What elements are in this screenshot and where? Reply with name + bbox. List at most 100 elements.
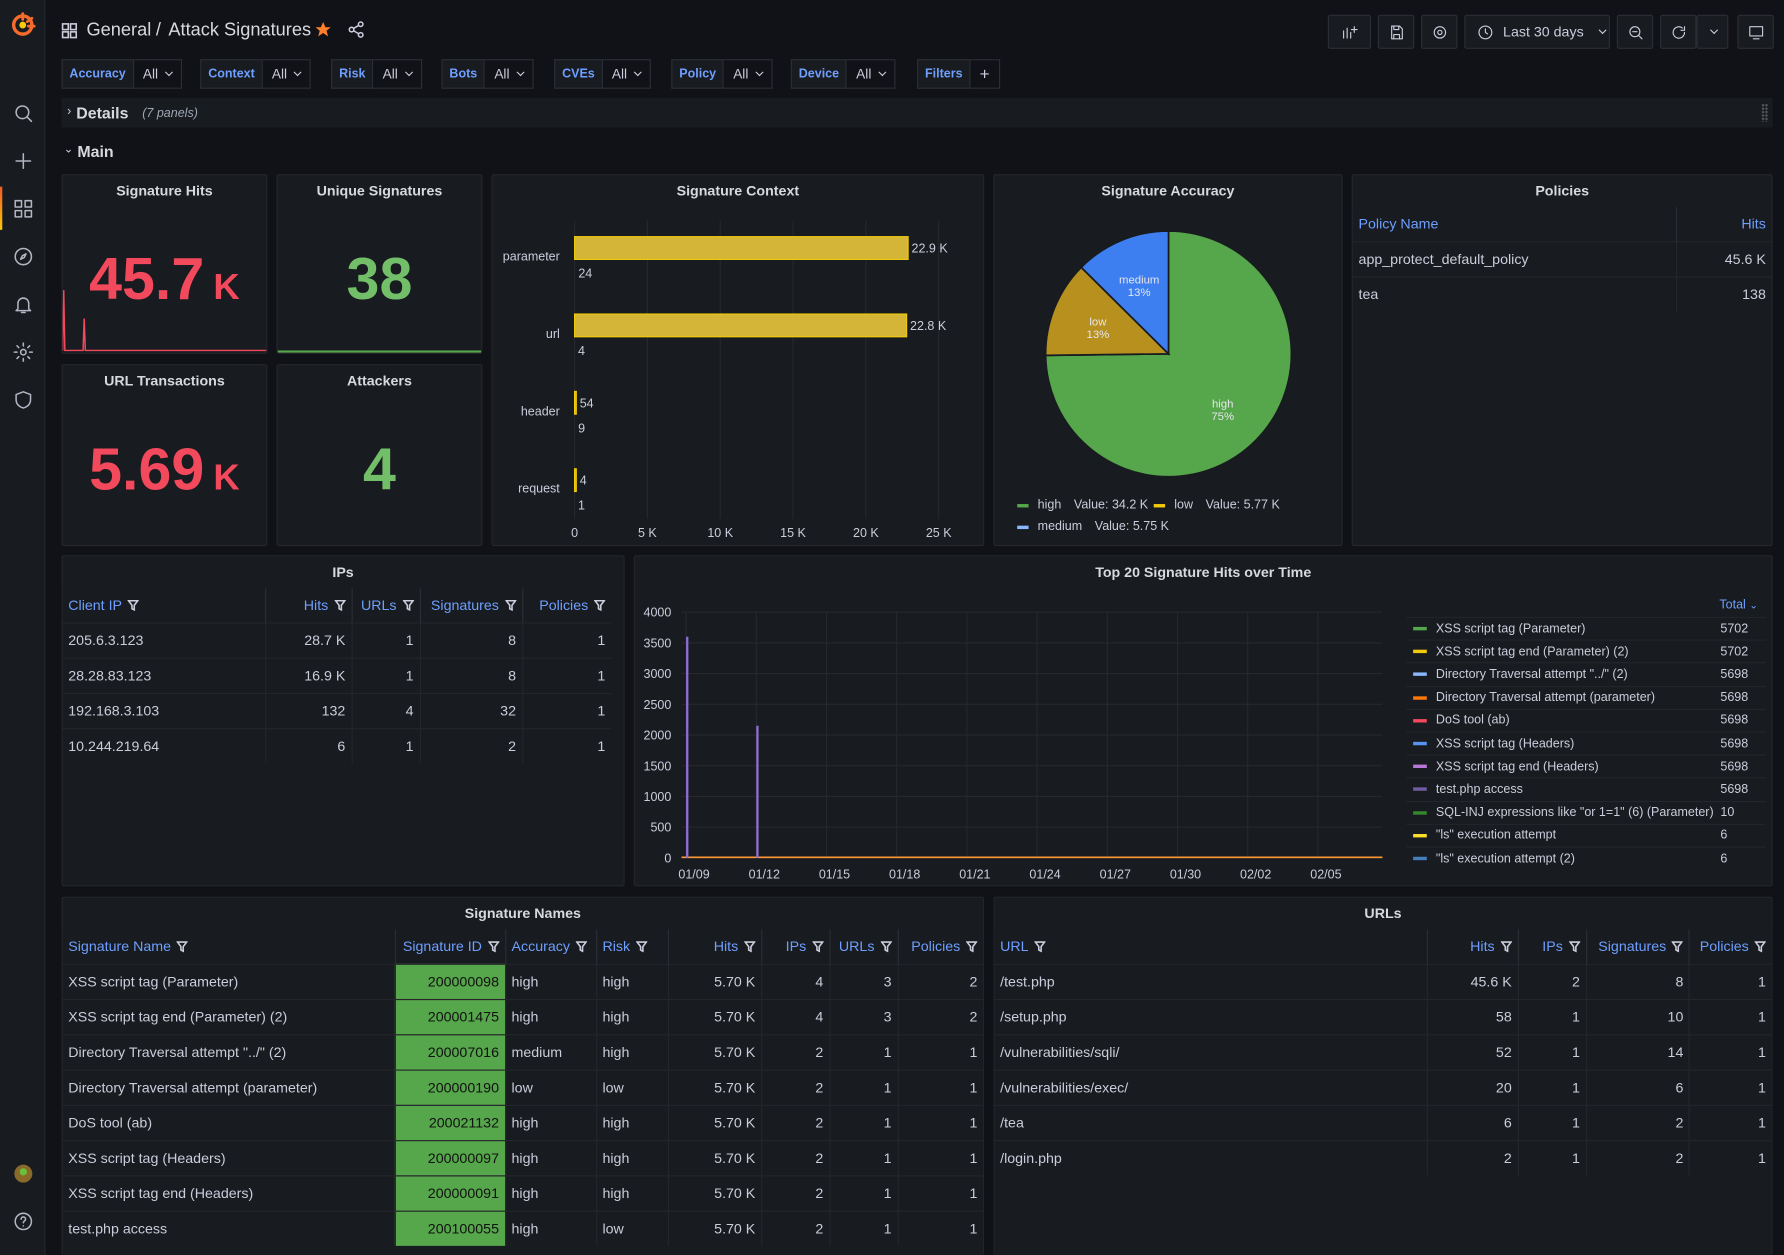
- filter-icon[interactable]: [743, 940, 756, 953]
- filter-icon[interactable]: [593, 598, 606, 611]
- table-row[interactable]: /vulnerabilities/sqli/52 1 14 1: [994, 1033, 1772, 1070]
- filter-icon[interactable]: [504, 598, 517, 611]
- save-icon[interactable]: [1377, 14, 1415, 49]
- panel-urls[interactable]: URLs URL Hits IPs Signatures Policies/test.p…: [993, 896, 1773, 1255]
- var-context[interactable]: Context All: [200, 59, 311, 89]
- add-filter-button[interactable]: +: [970, 59, 1000, 89]
- tv-mode-icon[interactable]: [1737, 14, 1774, 49]
- legend-item[interactable]: XSS script tag (Parameter) 5702: [1406, 616, 1766, 640]
- var-value[interactable]: All: [262, 59, 311, 89]
- legend-item-high[interactable]: high Value: 34.2 K: [1017, 498, 1148, 512]
- var-value[interactable]: All: [847, 59, 896, 89]
- legend-item[interactable]: XSS script tag end (Headers) 5698: [1406, 754, 1766, 778]
- var-value[interactable]: All: [724, 59, 773, 89]
- share-icon[interactable]: [347, 20, 365, 38]
- pie-slice-medium[interactable]: [1080, 230, 1170, 356]
- star-icon[interactable]: [314, 20, 332, 38]
- refresh-icon[interactable]: [1660, 14, 1697, 49]
- var-accuracy[interactable]: Accuracy All: [61, 59, 182, 89]
- filter-icon[interactable]: [1499, 940, 1513, 953]
- table-row[interactable]: Directory Traversal attempt "../" (2) 200…: [62, 1033, 984, 1070]
- table-row[interactable]: /vulnerabilities/exec/20 1 6 1: [994, 1068, 1772, 1105]
- panel-unique-signatures[interactable]: Unique Signatures 38: [276, 174, 483, 354]
- column-header-signatures[interactable]: Signatures: [419, 588, 523, 623]
- column-header-policy-name[interactable]: Policy Name: [1352, 207, 1678, 242]
- table-row[interactable]: /setup.php 58 1 10 1: [994, 998, 1772, 1035]
- filter-icon[interactable]: [879, 940, 892, 953]
- table-row[interactable]: /login.php 2 1 2 1: [994, 1139, 1772, 1176]
- var-value[interactable]: All: [133, 59, 182, 89]
- panel-ips[interactable]: IPs Client IP Hits URLs Signatures Policies 2…: [61, 555, 625, 887]
- column-header-urls[interactable]: URLs: [351, 588, 421, 623]
- plus-icon[interactable]: [8, 146, 38, 176]
- grafana-logo-icon[interactable]: [8, 10, 38, 40]
- table-row[interactable]: XSS script tag (Parameter) 200000098 high h…: [62, 963, 984, 999]
- column-header-signatures[interactable]: Signatures: [1586, 929, 1691, 964]
- filter-icon[interactable]: [635, 940, 648, 953]
- legend-item[interactable]: SQL-INJ expressions like "or 1=1" (6) (P…: [1406, 800, 1766, 824]
- panel-signature-accuracy[interactable]: Signature Accuracy high 75% low 13% medium 13…: [993, 174, 1343, 547]
- bar[interactable]: [574, 236, 909, 260]
- bar[interactable]: [574, 313, 908, 338]
- search-icon[interactable]: [8, 98, 38, 128]
- column-header-accuracy[interactable]: Accuracy: [505, 929, 597, 964]
- column-header-url[interactable]: URL: [994, 929, 1428, 964]
- filter-icon[interactable]: [333, 598, 346, 611]
- legend-item[interactable]: Directory Traversal attempt (parameter) 5…: [1406, 685, 1766, 709]
- var-policy[interactable]: Policy All: [671, 59, 773, 89]
- gear-icon[interactable]: [8, 337, 38, 367]
- var-value[interactable]: All: [602, 59, 651, 89]
- legend-item[interactable]: test.php access 5698: [1406, 777, 1766, 801]
- bell-icon[interactable]: [8, 289, 38, 319]
- var-device[interactable]: Device All: [790, 59, 896, 89]
- table-row[interactable]: Directory Traversal attempt (parameter) 2…: [62, 1068, 984, 1105]
- column-header-ips[interactable]: IPs: [1517, 929, 1587, 964]
- shield-icon[interactable]: [8, 385, 38, 415]
- column-header-policies[interactable]: Policies: [1689, 929, 1772, 964]
- filter-icon[interactable]: [487, 940, 500, 953]
- time-range-picker[interactable]: Last 30 days: [1464, 14, 1610, 49]
- filter-icon[interactable]: [575, 940, 588, 953]
- row-details[interactable]: › Details (7 panels): [61, 97, 1773, 128]
- filters-ad-hoc[interactable]: Filters +: [917, 59, 1000, 89]
- filter-icon[interactable]: [127, 598, 140, 611]
- column-header-hits[interactable]: Hits: [1427, 929, 1519, 964]
- var-value[interactable]: All: [373, 59, 422, 89]
- legend-item[interactable]: "ls" execution attempt 6: [1406, 823, 1766, 847]
- avatar[interactable]: [8, 1158, 38, 1188]
- var-bots[interactable]: Bots All: [441, 59, 534, 89]
- legend-item-low[interactable]: low Value: 5.77 K: [1153, 498, 1280, 512]
- bar[interactable]: [574, 390, 577, 415]
- panel-signature-names[interactable]: Signature Names Signature Name Signature …: [61, 896, 985, 1255]
- filter-icon[interactable]: [1033, 940, 1047, 953]
- refresh-interval-dropdown[interactable]: [1696, 14, 1729, 49]
- filter-icon[interactable]: [401, 598, 415, 611]
- bar[interactable]: [574, 468, 577, 493]
- dashboards-icon[interactable]: [0, 186, 38, 230]
- legend-item-medium[interactable]: medium Value: 5.75 K: [1017, 520, 1169, 534]
- help-icon[interactable]: [8, 1206, 38, 1236]
- add-panel-button[interactable]: [1327, 14, 1372, 49]
- table-row[interactable]: app_protect_default_policy 45.6 K: [1352, 240, 1772, 277]
- filter-icon[interactable]: [1754, 940, 1767, 953]
- column-header-urls[interactable]: URLs: [829, 929, 899, 964]
- var-risk[interactable]: Risk All: [331, 59, 422, 89]
- column-header-policies[interactable]: Policies: [522, 588, 611, 623]
- table-row[interactable]: 192.168.3.103 132 4 32 1: [62, 692, 611, 729]
- panel-attackers[interactable]: Attackers 4: [276, 364, 483, 547]
- table-row[interactable]: /tea 6 1 2 1: [994, 1104, 1772, 1141]
- legend-item[interactable]: XSS script tag end (Parameter) (2) 5702: [1406, 639, 1766, 663]
- legend-item[interactable]: Directory Traversal attempt "../" (2) 569…: [1406, 662, 1766, 686]
- zoom-out-icon[interactable]: [1616, 14, 1654, 49]
- column-header-client-ip[interactable]: Client IP: [62, 588, 266, 623]
- legend-item[interactable]: "ls" execution attempt (2) 6: [1406, 846, 1766, 870]
- column-header-hits[interactable]: Hits: [1677, 207, 1772, 242]
- explore-compass-icon[interactable]: [8, 241, 38, 271]
- table-row[interactable]: XSS script tag end (Parameter) (2) 200001…: [62, 998, 984, 1035]
- panel-url-transactions[interactable]: URL Transactions 5.69 K: [61, 364, 268, 547]
